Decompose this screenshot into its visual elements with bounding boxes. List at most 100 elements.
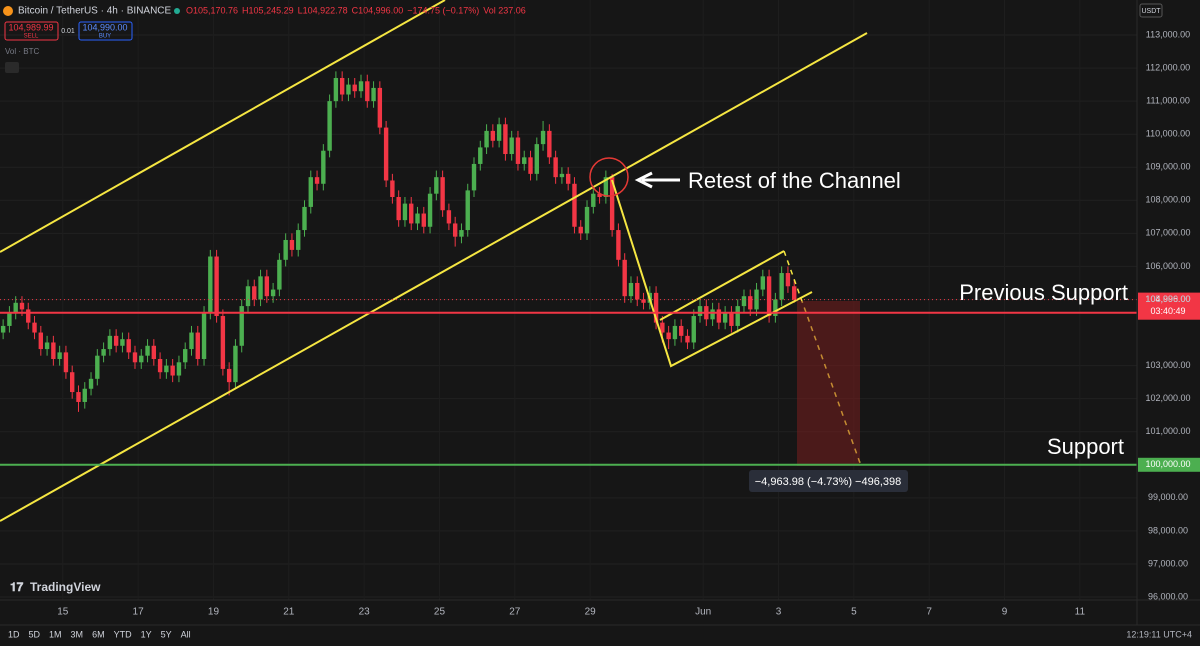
y-tick-label: 98,000.00 [1148,525,1188,535]
range-button[interactable]: 5Y [161,629,172,639]
range-button[interactable]: 1D [8,629,20,639]
candle-body [735,306,740,326]
candle-body [484,130,489,148]
candle-body [584,206,590,234]
candle-body [773,299,778,317]
candle-body [296,230,301,250]
sell-button[interactable] [4,21,59,41]
candle-body [522,157,527,164]
candle-body [252,286,257,300]
candle-body [597,193,602,198]
candle-body [503,124,508,155]
buy-button[interactable] [78,21,133,41]
range-button[interactable]: 3M [71,629,84,639]
status-dot [174,8,180,14]
candle-body [264,276,270,297]
candle-body [396,197,401,221]
candle-body [672,325,678,340]
range-button[interactable]: 5D [29,629,41,639]
candle-body [496,124,502,141]
candle-body [0,325,6,333]
candle-body [785,273,791,287]
range-button[interactable]: YTD [114,629,133,639]
candle-body [609,177,615,231]
candle-body [628,282,634,297]
last-price-label: 104,996.00 [1145,294,1190,304]
retest-circle [589,157,629,197]
candle-body [233,345,238,383]
candle-body [415,213,420,224]
candle-body [226,368,232,383]
candle-body [365,81,370,102]
collapse-button[interactable] [5,62,19,73]
candle-body [434,177,439,194]
x-tick-label: 27 [509,607,521,618]
x-tick-label: 23 [359,607,371,618]
candle-body [547,130,552,158]
countdown: 03:40:49 [1150,306,1185,316]
measure-label: −4,963.98 (−4.73%) −496,398 [755,476,901,488]
projection [783,250,861,464]
y-tick-label: 105,000.00 [1145,294,1190,304]
sell-label: SELL [24,34,39,40]
candle-body [189,332,194,350]
candle-body [591,193,596,207]
candle-body [346,84,351,95]
candle-body [145,345,150,356]
x-tick-label: 9 [1002,607,1008,618]
candle-body [760,276,766,290]
x-tick-label: 29 [585,607,597,618]
candle-body [666,332,671,340]
candle-body [314,177,320,184]
candle-body [283,239,288,260]
candle-body [409,203,414,224]
x-tick-label: 25 [434,607,446,618]
range-button[interactable]: All [181,629,191,639]
y-tick-label: 99,000.00 [1148,492,1188,502]
candle-body [157,358,163,373]
brand: TradingView [30,580,101,594]
candle-body [722,312,728,323]
currency-box[interactable] [1139,3,1163,18]
price-tag [1138,457,1200,472]
candle-body [741,296,747,307]
candle-body [139,355,144,363]
candle-body [19,302,25,310]
flag-upper [659,250,785,321]
coin-icon [3,6,13,16]
x-tick-label: 5 [851,607,857,618]
candle-body [258,276,263,300]
candle-body [779,273,784,300]
measure-box [797,301,860,466]
candle-body [716,309,722,323]
candle-body [358,81,364,92]
y-tick-label: 102,000.00 [1145,393,1190,403]
range-button[interactable]: 1Y [141,629,152,639]
candle-body [377,87,383,128]
ohlc-value: L104,922.78 [298,5,348,15]
range-button[interactable]: 1M [49,629,62,639]
candle-body [446,210,452,224]
candle-body [82,388,87,402]
last-price-tag [1138,292,1200,319]
range-button[interactable]: 6M [92,629,105,639]
candle-body [101,349,106,356]
candle-body [540,130,546,145]
candle-body [132,352,138,363]
y-tick-label: 101,000.00 [1145,426,1190,436]
candle-body [239,306,244,346]
candle-body [766,276,772,317]
candle-body [528,157,533,174]
x-tick-label: 3 [776,607,782,618]
candle-body [697,306,703,317]
volume-label: Vol · BTC [5,47,39,56]
ohlc-value: O105,170.76 [186,5,238,15]
candle-body [427,193,433,227]
candle-body [352,84,357,92]
candle-body [339,77,345,95]
candle-body [371,87,376,102]
candle-body [76,392,81,402]
clock: 12:19:11 UTC+4 [1126,629,1192,639]
candle-body [572,183,577,227]
